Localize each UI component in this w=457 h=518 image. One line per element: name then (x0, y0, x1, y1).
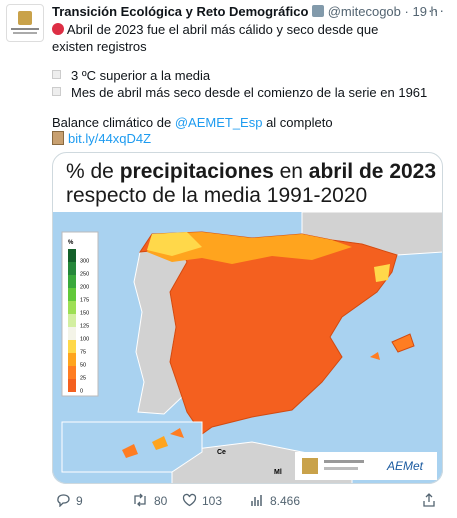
like-count: 103 (202, 494, 223, 508)
legend-unit: % (68, 240, 74, 246)
avatar[interactable] (6, 4, 44, 42)
avatar-line (13, 32, 37, 34)
text: Balance climático de (52, 115, 175, 130)
text: al completo (262, 115, 333, 130)
legend-swatch (68, 249, 76, 262)
red-circle-emoji (52, 23, 64, 35)
legend-label: 250 (80, 271, 89, 277)
bullet-text: 3 ºC superior a la media (71, 68, 211, 83)
bullet (52, 70, 61, 79)
title-part: precipitaciones (120, 160, 274, 183)
bullet (52, 87, 61, 96)
legend-swatch (68, 340, 76, 353)
ministry-text (324, 460, 364, 463)
share-icon[interactable] (422, 493, 436, 507)
header: Transición Ecológica y Reto Demográfico … (52, 3, 438, 20)
bullet-list: 3 ºC superior a la media Mes de abril má… (52, 67, 427, 101)
legend-label: 300 (80, 258, 89, 264)
canary-island (170, 428, 184, 438)
reply-icon[interactable] (56, 493, 70, 507)
link-line: bit.ly/44xqD4Z (52, 130, 151, 147)
legend-label: 200 (80, 284, 89, 290)
verified-badge (312, 5, 325, 17)
balance-line: Balance climático de @AEMET_Esp al compl… (52, 114, 333, 131)
map-label: Ce (217, 449, 226, 456)
reply-count: 9 (76, 494, 83, 508)
legend-swatch (68, 288, 76, 301)
legend-label: 100 (80, 336, 89, 342)
tweet-body: Abril de 2023 fue el abril más cálido y … (52, 22, 379, 54)
legend-swatch (68, 275, 76, 288)
galicia-patch (147, 232, 202, 256)
legend-label: 175 (80, 297, 89, 303)
clipboard-emoji (52, 131, 64, 145)
avatar-line (11, 28, 39, 30)
legend-swatch (68, 314, 76, 327)
title-part: abril de 2023 (309, 160, 436, 183)
retweet-count: 80 (154, 494, 168, 508)
canary-island (122, 444, 138, 458)
legend-label: 25 (80, 375, 86, 381)
mention[interactable]: @AEMET_Esp (174, 115, 263, 130)
card-subtitle: respecto de la media 1991-2020 (66, 184, 367, 207)
retweet-icon[interactable] (132, 493, 148, 507)
link[interactable]: bit.ly/44xqD4Z (68, 131, 152, 146)
balearic-small (370, 352, 380, 360)
north-strip (147, 232, 352, 264)
views-icon[interactable] (250, 493, 264, 507)
account-name[interactable]: Transición Ecológica y Reto Demográfico (52, 4, 309, 19)
dot: · (404, 4, 409, 19)
canary-island (152, 436, 168, 450)
legend-label: 125 (80, 323, 89, 329)
map-label: Ml (274, 469, 282, 476)
tweet-text: Abril de 2023 fue el abril más cálido y … (52, 21, 402, 55)
handle[interactable]: @mitecogob (327, 4, 401, 19)
legend-swatch (68, 366, 76, 379)
time[interactable]: 19 h (412, 4, 438, 19)
legend-swatch (68, 301, 76, 314)
legend-swatch (68, 262, 76, 275)
legend-swatch (68, 353, 76, 366)
card-content: Ce Ml AEMet % 30025020017515012510075502… (52, 152, 443, 484)
action-bar: 9 80 103 8.466 (52, 492, 442, 510)
ministry-emblem (302, 458, 318, 474)
more-button[interactable]: ··· (428, 2, 445, 18)
media-card[interactable]: Ce Ml AEMet % 30025020017515012510075502… (52, 152, 443, 484)
ministry-text (324, 467, 358, 470)
bullet-text: Mes de abril más seco desde el comienzo … (71, 85, 428, 100)
card-border (52, 152, 443, 484)
bullet-item: 3 ºC superior a la media (52, 67, 427, 84)
legend-label: 0 (80, 388, 83, 394)
view-count: 8.466 (270, 494, 301, 508)
logo-box (295, 452, 437, 480)
title-part: en (274, 160, 309, 183)
legend-label: 50 (80, 362, 86, 368)
legend-swatch (68, 379, 76, 392)
card-title: % de precipitaciones en abril de 2023 (66, 160, 436, 183)
balearic (391, 333, 415, 353)
title-part: % de (66, 160, 120, 183)
bullet-item: Mes de abril más seco desde el comienzo … (52, 84, 427, 101)
legend-swatch (68, 327, 76, 340)
legend-label: 75 (80, 349, 86, 355)
catalonia-patch (374, 264, 390, 282)
avatar-emblem (18, 11, 32, 25)
logo-text: AEMet (386, 459, 424, 473)
like-icon[interactable] (182, 493, 197, 507)
legend-label: 150 (80, 310, 89, 316)
